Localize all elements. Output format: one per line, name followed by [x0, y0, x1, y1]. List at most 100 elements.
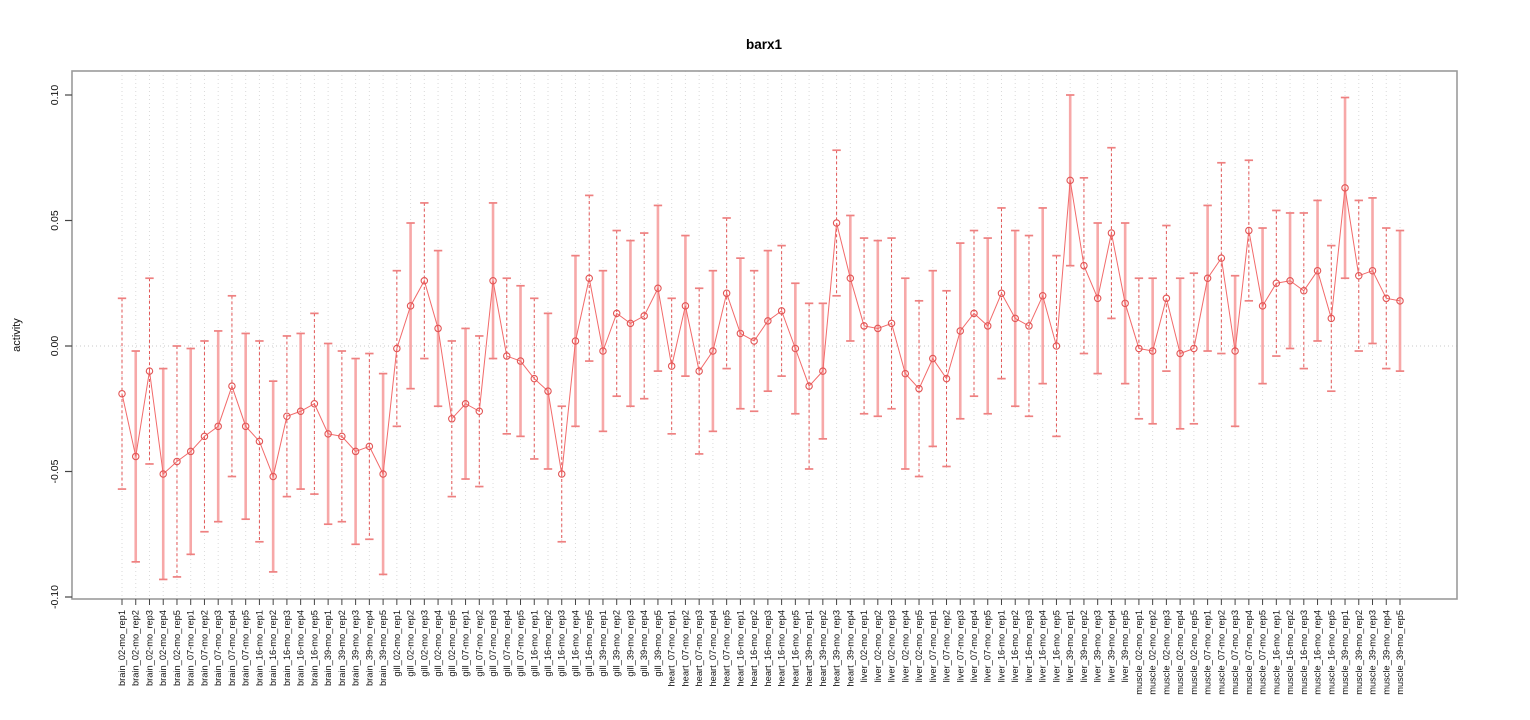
x-tick-label: muscle_02-mo_rep1	[1134, 610, 1144, 695]
x-tick-label: muscle_39-mo_rep5	[1395, 610, 1405, 695]
data-point	[118, 389, 126, 398]
plot-box	[71, 70, 1458, 600]
data-point	[406, 302, 415, 310]
x-tick-label: liver_02-mo_rep2	[873, 610, 883, 682]
x-tick-label: heart_07-mo_rep3	[694, 610, 704, 687]
x-tick-label: brain_39-mo_rep4	[364, 610, 374, 686]
x-tick-label: muscle_02-mo_rep4	[1175, 610, 1185, 695]
x-tick-label: liver_16-mo_rep1	[996, 610, 1006, 682]
x-tick-label: liver_07-mo_rep3	[955, 610, 965, 682]
data-point	[489, 276, 497, 285]
x-tick-label: gill_39-mo_rep2	[612, 610, 622, 677]
data-point	[365, 442, 374, 451]
data-point	[626, 319, 635, 328]
data-point	[1121, 299, 1129, 308]
data-point	[1217, 254, 1226, 262]
data-point	[145, 367, 154, 375]
x-tick-label: brain_07-mo_rep4	[227, 610, 237, 686]
data-point	[1341, 184, 1349, 192]
data-point	[956, 327, 965, 335]
x-tick-label: heart_07-mo_rep2	[680, 610, 690, 687]
data-point	[1176, 349, 1184, 358]
data-point	[1355, 271, 1363, 280]
x-tick-label: brain_39-mo_rep3	[351, 610, 361, 686]
data-point	[846, 274, 855, 282]
x-tick-label: gill_02-mo_rep2	[406, 610, 416, 677]
x-tick-label: muscle_39-mo_rep3	[1368, 610, 1378, 695]
data-point	[516, 357, 525, 365]
data-point	[1245, 226, 1253, 235]
x-tick-label: liver_02-mo_rep3	[887, 610, 897, 682]
x-tick-label: heart_39-mo_rep4	[845, 610, 855, 687]
x-tick-label: brain_16-mo_rep5	[309, 610, 319, 686]
x-tick-label: gill_16-mo_rep2	[543, 610, 553, 677]
x-tick-label: liver_02-mo_rep4	[900, 610, 910, 682]
data-point	[530, 374, 539, 383]
data-point	[681, 302, 690, 310]
chart-title: barx1	[746, 37, 783, 52]
data-point	[1052, 342, 1061, 350]
x-tick-label: muscle_39-mo_rep4	[1381, 610, 1391, 695]
x-tick-label: brain_07-mo_rep1	[186, 610, 196, 686]
x-tick-label: heart_16-mo_rep5	[790, 610, 800, 687]
data-point	[640, 312, 648, 320]
data-point	[434, 324, 442, 333]
data-point	[228, 382, 236, 390]
x-tick-label: brain_39-mo_rep2	[337, 610, 347, 686]
data-point	[736, 329, 745, 338]
x-tick-label: brain_16-mo_rep1	[254, 610, 264, 686]
x-tick-label: gill_07-mo_rep5	[516, 610, 526, 677]
x-tick-label: gill_02-mo_rep4	[433, 610, 443, 677]
data-point	[255, 437, 264, 446]
series-line	[121, 180, 1401, 479]
x-tick-label: liver_07-mo_rep2	[942, 610, 952, 682]
data-point	[599, 347, 607, 355]
x-tick-label: brain_02-mo_rep1	[117, 610, 127, 686]
data-point	[1203, 274, 1212, 282]
data-point	[819, 367, 827, 375]
data-point	[571, 337, 580, 345]
y-axis-label: activity	[11, 318, 23, 352]
data-point	[750, 337, 758, 345]
data-point	[503, 352, 511, 360]
x-tick-label: liver_02-mo_rep5	[914, 610, 924, 682]
data-point	[159, 470, 167, 478]
data-point	[1038, 292, 1047, 300]
x-tick-label: gill_16-mo_rep5	[584, 610, 594, 677]
data-point	[1382, 294, 1391, 303]
data-point	[983, 322, 992, 330]
data-point	[186, 447, 195, 456]
data-point	[860, 322, 868, 330]
data-point	[667, 362, 676, 370]
data-point	[214, 422, 222, 431]
data-point	[1231, 347, 1239, 355]
data-point	[1327, 314, 1336, 323]
data-point	[791, 344, 800, 353]
data-point	[887, 319, 896, 328]
data-layer	[117, 94, 1405, 581]
y-tick-label: 0.05	[49, 210, 61, 231]
data-point	[283, 412, 291, 421]
x-tick-label: muscle_39-mo_rep2	[1354, 610, 1364, 695]
data-point	[1396, 297, 1404, 305]
x-tick-label: liver_16-mo_rep3	[1024, 610, 1034, 682]
x-tick-label: liver_39-mo_rep3	[1093, 610, 1103, 682]
grid-layer	[72, 71, 1457, 599]
data-point	[722, 289, 731, 298]
data-point	[310, 399, 319, 408]
data-point	[1162, 294, 1171, 303]
x-tick-label: liver_39-mo_rep5	[1120, 610, 1130, 682]
x-tick-label: heart_07-mo_rep4	[708, 610, 718, 687]
x-tick-label: liver_07-mo_rep1	[928, 610, 938, 682]
x-tick-label: heart_16-mo_rep4	[777, 610, 787, 687]
data-point	[832, 219, 841, 227]
x-tick-label: liver_39-mo_rep2	[1079, 610, 1089, 682]
x-tick-label: gill_02-mo_rep1	[392, 610, 402, 677]
x-tick-label: muscle_16-mo_rep4	[1313, 610, 1323, 695]
y-tick-label: 0.10	[49, 85, 61, 106]
x-tick-label: liver_16-mo_rep4	[1038, 610, 1048, 682]
x-tick-label: brain_39-mo_rep1	[323, 610, 333, 686]
x-tick-label: heart_39-mo_rep1	[804, 610, 814, 687]
x-tick-label: muscle_39-mo_rep1	[1340, 610, 1350, 695]
